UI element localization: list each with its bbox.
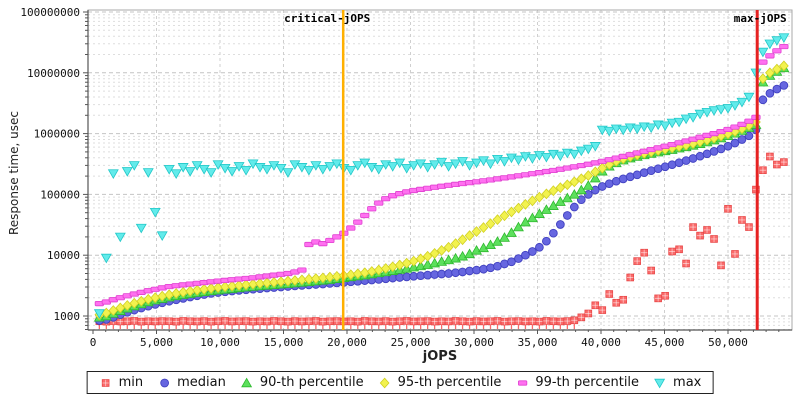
series-99-th-percentile bbox=[94, 43, 789, 307]
max-jops-label: max-jOPS bbox=[734, 12, 787, 25]
svg-text:40,000: 40,000 bbox=[581, 336, 621, 349]
legend-item-99-th-percentile: 99-th percentile bbox=[515, 375, 639, 390]
svg-text:45,000: 45,000 bbox=[645, 336, 685, 349]
legend-marker-max bbox=[654, 378, 666, 388]
legend-marker-min bbox=[101, 378, 110, 387]
series-max bbox=[93, 33, 790, 319]
legend-label-95-th-percentile: 95-th percentile bbox=[397, 375, 502, 390]
svg-text:10,000: 10,000 bbox=[200, 336, 240, 349]
chart-legend: min median 90-th percentile 95-th percentil… bbox=[86, 371, 714, 394]
svg-text:35,000: 35,000 bbox=[518, 336, 558, 349]
legend-marker-95-th-percentile bbox=[379, 377, 390, 388]
legend-marker-median bbox=[159, 378, 169, 387]
svg-text:10000000: 10000000 bbox=[27, 67, 80, 80]
svg-text:1000: 1000 bbox=[54, 310, 81, 323]
svg-text:20,000: 20,000 bbox=[327, 336, 367, 349]
legend-marker-90-th-percentile bbox=[241, 377, 253, 387]
svg-text:25,000: 25,000 bbox=[391, 336, 431, 349]
x-axis-ticks: 0 5,000 10,000 15,000 20,000 25,000 30,000 35,0… bbox=[90, 330, 780, 349]
legend-marker-99-th-percentile bbox=[517, 379, 527, 386]
svg-text:10000: 10000 bbox=[47, 249, 80, 262]
svg-text:30,000: 30,000 bbox=[454, 336, 494, 349]
series-min bbox=[95, 152, 788, 329]
legend-item-max: max bbox=[653, 375, 701, 390]
svg-text:1000000: 1000000 bbox=[34, 128, 80, 141]
legend-label-median: median bbox=[177, 375, 226, 390]
svg-text:0: 0 bbox=[90, 336, 97, 349]
y-axis-title: Response time, usec bbox=[7, 110, 21, 236]
legend-item-95-th-percentile: 95-th percentile bbox=[378, 375, 502, 390]
y-axis-ticks: 1000 10000 100000 1000000 10000000 100000000 bbox=[20, 6, 88, 330]
svg-text:15,000: 15,000 bbox=[264, 336, 304, 349]
legend-item-median: median bbox=[157, 375, 226, 390]
legend-label-max: max bbox=[673, 375, 702, 390]
x-axis-title: jOPS bbox=[422, 349, 458, 364]
svg-text:50,000: 50,000 bbox=[708, 336, 748, 349]
legend-label-99-th-percentile: 99-th percentile bbox=[535, 375, 640, 390]
legend-label-90-th-percentile: 90-th percentile bbox=[259, 375, 364, 390]
critical-jops-label: critical-jOPS bbox=[284, 12, 370, 25]
legend-item-90-th-percentile: 90-th percentile bbox=[240, 375, 364, 390]
axis-frame bbox=[87, 9, 793, 331]
svg-text:100000000: 100000000 bbox=[20, 6, 80, 19]
max-jops-line: max-jOPS bbox=[734, 10, 787, 330]
legend-item-min: min bbox=[99, 375, 144, 390]
svg-text:5,000: 5,000 bbox=[140, 336, 173, 349]
legend-label-min: min bbox=[118, 375, 144, 390]
critical-jops-line: critical-jOPS bbox=[284, 10, 370, 330]
svg-text:100000: 100000 bbox=[40, 188, 80, 201]
